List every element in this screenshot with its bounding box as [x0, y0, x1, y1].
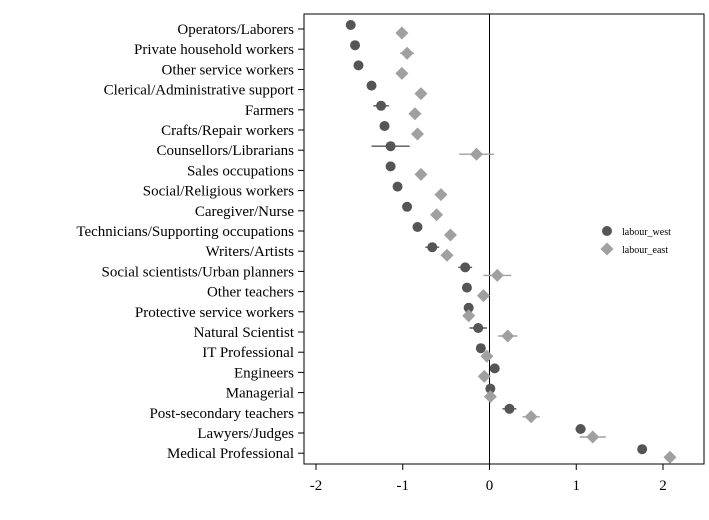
category-label: Other teachers — [207, 285, 294, 301]
point-labour_east — [414, 167, 428, 181]
point-labour_west — [379, 121, 390, 131]
point-labour_east — [524, 410, 538, 424]
point-labour_east — [440, 248, 454, 262]
point-labour_west — [475, 343, 486, 354]
point-labour_east — [400, 46, 414, 60]
category-label: Managerial — [226, 386, 294, 402]
point-labour_west — [637, 444, 648, 455]
category-label: Other service workers — [162, 62, 295, 78]
point-labour_west — [345, 20, 356, 30]
point-labour_east — [395, 66, 409, 80]
x-tick-label: -1 — [397, 478, 410, 494]
point-labour_west — [427, 242, 438, 253]
point-labour_east — [483, 390, 497, 404]
category-label: Operators/Laborers — [177, 22, 294, 38]
category-label: Engineers — [234, 365, 294, 381]
point-labour_east — [469, 147, 483, 161]
point-labour_west — [485, 383, 496, 394]
category-label: Lawyers/Judges — [197, 426, 294, 442]
x-axis: -2 -1 0 1 2 — [310, 464, 667, 494]
x-tick-label: 0 — [486, 478, 494, 494]
category-label-layer: Operators/Laborers Private household work… — [76, 22, 304, 462]
point-labour_east — [410, 127, 424, 141]
point-labour_west — [402, 201, 413, 212]
point-labour_west — [504, 403, 515, 414]
point-labour_east — [434, 188, 448, 202]
point-labour_east — [480, 349, 494, 363]
point-labour_east — [490, 268, 504, 282]
x-tick-label: 1 — [573, 478, 581, 494]
marker-layer — [345, 20, 677, 464]
category-label: Counsellors/Librarians — [157, 143, 295, 159]
point-labour_west — [463, 302, 474, 313]
legend: labour_west labour_east — [600, 226, 671, 256]
point-labour_east — [477, 369, 491, 383]
category-label: Technicians/Supporting occupations — [76, 224, 294, 240]
category-label: Protective service workers — [135, 305, 294, 321]
category-label: Writers/Artists — [205, 244, 294, 260]
point-labour_east — [430, 208, 444, 222]
point-labour_west — [385, 141, 396, 152]
point-labour_east — [443, 228, 457, 242]
category-label: Farmers — [245, 103, 294, 119]
plot-area-frame — [303, 13, 705, 465]
point-labour_east — [663, 450, 677, 464]
point-labour_west — [489, 363, 500, 374]
point-labour_west — [460, 262, 471, 273]
category-label: Clerical/Administrative support — [104, 83, 295, 99]
legend-label: labour_east — [622, 245, 668, 256]
point-labour_east — [414, 87, 428, 101]
category-label: Private household workers — [134, 42, 294, 58]
point-labour_west — [473, 323, 484, 333]
point-labour_east — [395, 26, 409, 40]
point-labour_west — [350, 40, 361, 51]
point-labour_west — [412, 222, 423, 232]
category-label: Social/Religious workers — [143, 184, 294, 200]
point-labour_west — [575, 424, 586, 434]
point-labour_east — [501, 329, 515, 343]
point-labour_west — [366, 80, 377, 91]
category-label: Crafts/Repair workers — [161, 123, 294, 139]
point-labour_east — [408, 107, 422, 121]
point-labour_west — [392, 181, 403, 192]
category-label: Social scientists/Urban planners — [102, 264, 295, 280]
category-label: Natural Scientist — [194, 325, 295, 341]
category-label: Medical Professional — [167, 446, 294, 462]
x-tick-label: -2 — [310, 478, 323, 494]
point-labour_west — [385, 161, 396, 172]
category-label: Sales occupations — [187, 163, 294, 179]
legend-marker-labour_west — [602, 226, 612, 236]
point-labour_east — [462, 309, 476, 323]
category-label: IT Professional — [202, 345, 294, 361]
category-label: Post-secondary teachers — [149, 406, 294, 422]
legend-marker-labour_east — [600, 242, 614, 256]
legend-label: labour_west — [622, 227, 671, 238]
point-labour_east — [476, 289, 490, 303]
category-label: Caregiver/Nurse — [195, 204, 294, 220]
point-labour_west — [461, 282, 472, 293]
x-tick-label: 2 — [659, 478, 667, 494]
point-labour_west — [376, 100, 387, 111]
point-labour_east — [586, 430, 600, 444]
point-labour_west — [353, 60, 364, 71]
